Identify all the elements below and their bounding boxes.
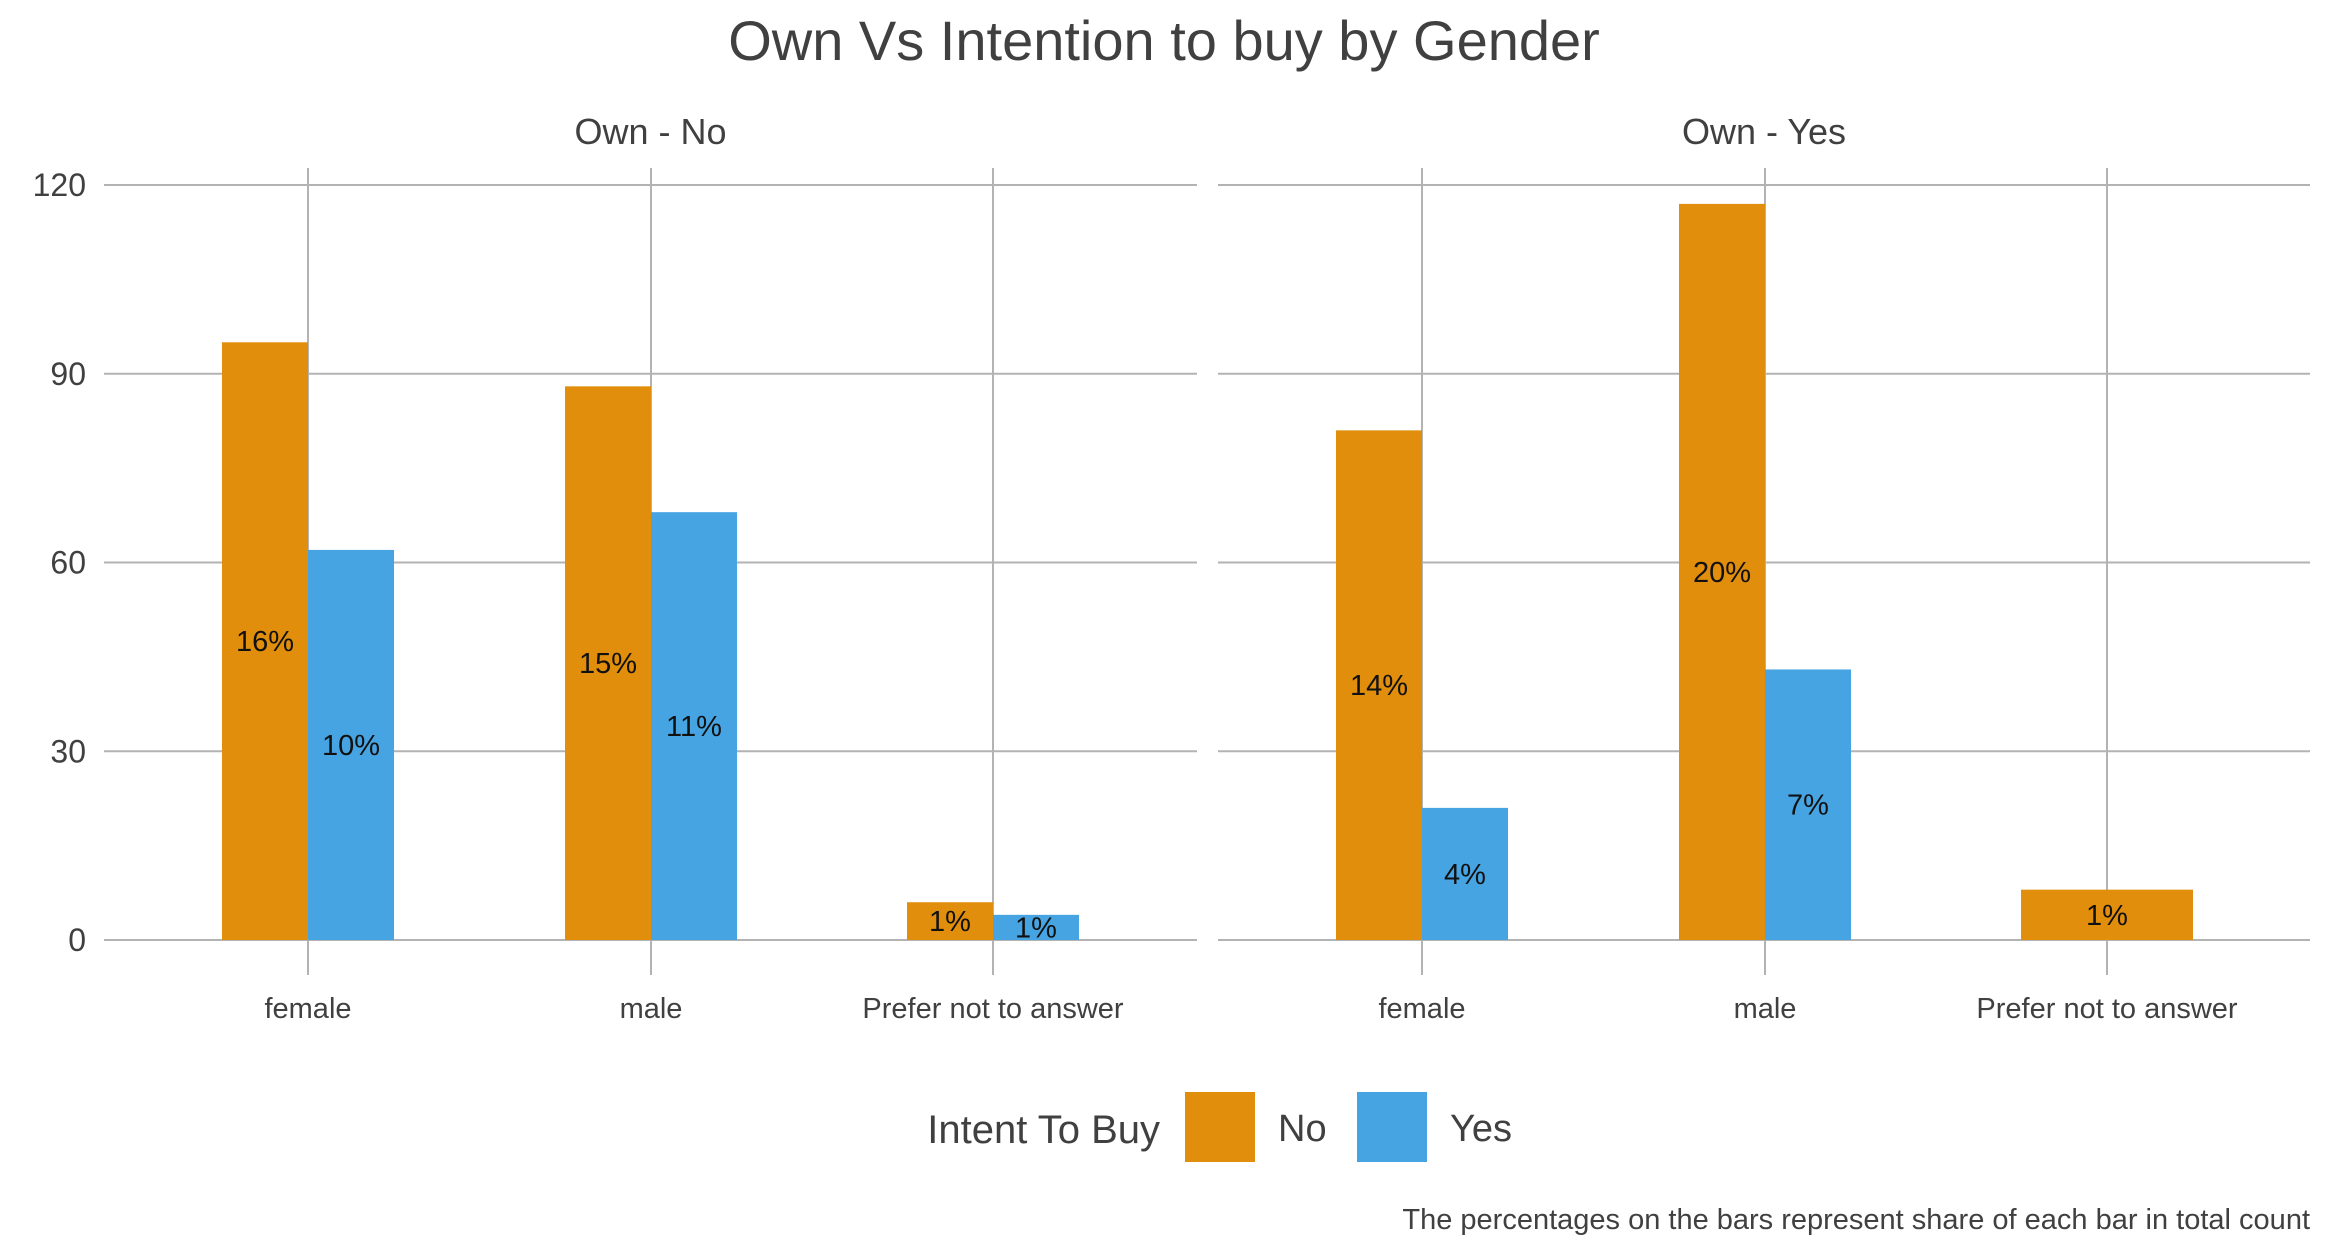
panel-strip-label: Own - Yes <box>1682 111 1846 152</box>
bar-no <box>1336 430 1422 940</box>
panels: 0 30 60 90 120 Own - No 16% 15% 1% 10% 11% 1% female… <box>33 111 2310 1025</box>
bar-no <box>565 386 651 940</box>
legend-swatch-yes <box>1357 1092 1427 1162</box>
chart-caption: The percentages on the bars represent sh… <box>1402 1204 2310 1236</box>
data-label: 14% <box>1350 670 1408 702</box>
data-label: 20% <box>1693 557 1751 589</box>
y-tick-label: 60 <box>50 545 86 581</box>
x-tick-label: male <box>620 993 683 1025</box>
x-tick-label: male <box>1734 993 1797 1025</box>
bar-no <box>2021 889 2193 940</box>
legend-label-no: No <box>1278 1108 1327 1150</box>
legend-swatch-no <box>1185 1092 1255 1162</box>
legend-label-yes: Yes <box>1450 1108 1512 1150</box>
bar-no <box>907 902 993 940</box>
data-label: 4% <box>1444 859 1486 891</box>
y-tick-label: 30 <box>50 733 86 769</box>
legend: Intent To Buy No Yes <box>927 1092 1512 1162</box>
bar-yes <box>1765 669 1851 940</box>
y-tick-label: 90 <box>50 356 86 392</box>
bar-yes <box>1422 807 1508 940</box>
x-tick-label: female <box>264 993 351 1025</box>
panel-strip-label: Own - No <box>574 111 726 152</box>
data-label: 15% <box>579 648 637 680</box>
panel-2: Own - Yes 14% 20% 1% 4% 7% female male Prefer no… <box>1218 111 2310 1025</box>
y-tick-label: 120 <box>33 167 86 203</box>
bar-yes <box>651 512 737 940</box>
data-label: 10% <box>322 730 380 762</box>
x-tick-label: female <box>1378 993 1465 1025</box>
data-label: 1% <box>929 906 971 938</box>
y-tick-label: 0 <box>68 922 86 958</box>
bar-no <box>1679 203 1765 940</box>
bar-yes <box>308 549 394 940</box>
data-label: 16% <box>236 626 294 658</box>
data-label: 11% <box>666 711 722 743</box>
chart-title: Own Vs Intention to buy by Gender <box>728 9 1600 72</box>
bar-yes <box>993 914 1079 940</box>
data-label: 1% <box>1015 912 1057 944</box>
x-tick-label: Prefer not to answer <box>1976 993 2237 1025</box>
data-label: 7% <box>1787 790 1829 822</box>
panel-1: Own - No 16% 15% 1% 10% 11% 1% female male Prefer… <box>104 111 1197 1025</box>
data-label: 1% <box>2086 900 2128 932</box>
bar-no <box>222 342 308 941</box>
legend-title: Intent To Buy <box>927 1108 1160 1152</box>
x-tick-label: Prefer not to answer <box>862 993 1123 1025</box>
